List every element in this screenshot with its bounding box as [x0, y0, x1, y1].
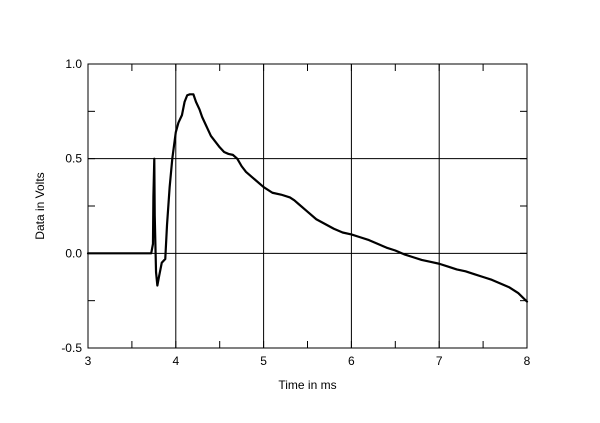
- y-tick-label: 0.5: [65, 152, 82, 166]
- x-tick-label: 4: [172, 354, 179, 368]
- x-tick-label: 3: [85, 354, 92, 368]
- y-tick-label: 1.0: [65, 57, 82, 71]
- series-line: [86, 93, 529, 303]
- y-tick-label: 0.0: [65, 246, 82, 260]
- x-tick-label: 8: [524, 354, 531, 368]
- x-tick-labels: 3 4 5 6 7 8: [85, 354, 531, 368]
- x-axis-label: Time in ms: [278, 378, 336, 392]
- x-tick-label: 5: [260, 354, 267, 368]
- x-tick-label: 7: [436, 354, 443, 368]
- y-tick-label: -0.5: [61, 341, 82, 355]
- tick-marks: [87, 63, 528, 349]
- x-tick-label: 6: [348, 354, 355, 368]
- series-group: [86, 93, 529, 303]
- plot-frame: [87, 63, 528, 349]
- y-tick-labels: -0.5 0.0 0.5 1.0: [61, 57, 82, 355]
- grid: [88, 64, 527, 348]
- y-axis-label: Data in Volts: [33, 172, 47, 239]
